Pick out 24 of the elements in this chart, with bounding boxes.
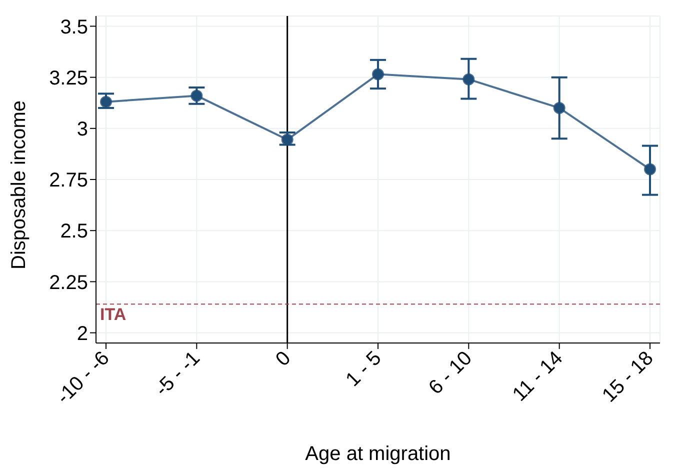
x-tick-label: 15 - 18 [598, 347, 658, 407]
point [372, 68, 384, 80]
x-axis-title: Age at migration [305, 443, 451, 465]
point [100, 96, 112, 108]
point [553, 102, 566, 114]
point [462, 73, 475, 86]
y-tick-label: 2.75 [49, 170, 88, 192]
x-tick-label: 0 [272, 347, 296, 371]
y-tick-label: 3.25 [49, 67, 88, 90]
x-tick-label: 6 - 10 [424, 347, 476, 399]
x-tick-label: 11 - 14 [508, 347, 568, 406]
y-tick-label: 2.5 [60, 220, 88, 243]
y-tick-label: 2.25 [49, 272, 88, 294]
point [281, 134, 294, 146]
y-tick-label: 3 [76, 118, 88, 141]
ref-line-label: ITA [100, 305, 126, 324]
x-tick-label: 1 - 5 [342, 347, 386, 392]
x-tick-label: -10 - -6 [52, 347, 114, 408]
point [190, 90, 203, 102]
x-tick-label: -5 - -1 [151, 347, 204, 400]
y-tick-label: 2 [76, 322, 88, 345]
y-axis-title: Disposable income [8, 100, 30, 270]
point [644, 163, 656, 176]
y-tick-label: 3.5 [60, 16, 88, 38]
